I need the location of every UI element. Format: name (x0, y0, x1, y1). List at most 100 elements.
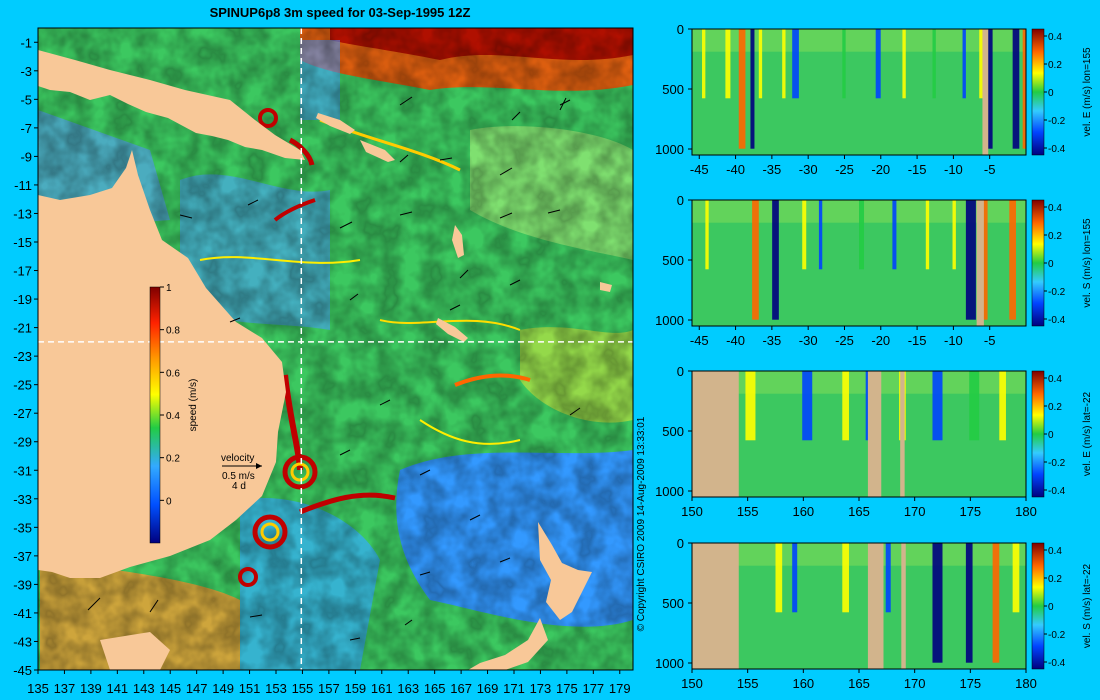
velocity-legend-arrowhead (256, 463, 262, 469)
section-colorbar-label: vel. E (m/s) lat=-22 (1082, 391, 1093, 476)
map-x-tick-label: 159 (344, 681, 366, 696)
section-land (901, 543, 906, 669)
map-colorbar: 1 0.8 0.6 0.4 0.2 0 speed (m/s) (149, 283, 199, 544)
map-x-tick-label: 175 (556, 681, 578, 696)
map-y-tick-label: -33 (13, 492, 32, 507)
section-stripe (932, 543, 943, 663)
section-stripe (1022, 29, 1026, 149)
copyright-notice: © Copyright CSIRO 2009 14-Aug-2009 13:33… (636, 416, 647, 631)
section-x-tick-label: -30 (799, 333, 818, 348)
velocity-legend-speed: 0.5 m/s (222, 471, 255, 482)
map-y-tick-label: -39 (13, 577, 32, 592)
section-colorbar-tick-label: -0.4 (1048, 315, 1066, 326)
section-stripe (792, 29, 799, 99)
map-y-tick-label: -7 (20, 121, 32, 136)
section-x-tick-label: 150 (681, 504, 703, 519)
section-x-tick-label: 165 (848, 676, 870, 691)
section-x-tick-label: -5 (984, 162, 996, 177)
section-y-tick-label: 500 (662, 424, 684, 439)
section-colorbar-tick-label: -0.4 (1048, 658, 1066, 669)
section-stripe (965, 200, 976, 320)
map-vectors (87, 96, 581, 641)
section-stripe (965, 543, 973, 663)
section-x-tick-label: -35 (762, 333, 781, 348)
map-colorbar-tick-label: 0 (166, 496, 172, 507)
map-colorbar-tick-label: 0.2 (166, 454, 180, 465)
map-panel: 135 137 139 141 143 145 147 149 151 153 155 157 159 1… (13, 27, 634, 696)
section-stripe (745, 371, 756, 441)
section-stripe (702, 29, 706, 99)
section-stripe (985, 29, 993, 149)
section-colorbar-tick-label: 0 (1048, 88, 1054, 99)
map-colorbar-bar (149, 286, 161, 544)
section-x-tick-label: -40 (726, 162, 745, 177)
map-x-tick-label: 141 (106, 681, 128, 696)
section-x-tick-label: -15 (908, 333, 927, 348)
map-y-tick-label: -25 (13, 378, 32, 393)
section-colorbar-label: vel. S (m/s) lat=-22 (1082, 563, 1093, 648)
section-stripe (818, 200, 823, 270)
section-stripe (1012, 29, 1020, 149)
map-x-ticks: 135 137 139 141 143 145 147 149 151 153 155 157 159 1… (27, 670, 631, 696)
section-panel-4: 150 155 160 165 170 175 180 0 500 1000 0.4 0.2 0 -0.2… (655, 536, 1093, 691)
map-y-tick-label: -31 (13, 463, 32, 478)
map-y-tick-label: -3 (20, 64, 32, 79)
section-colorbar-label: vel. E (m/s) lon=155 (1082, 47, 1093, 137)
section-surface-wash (692, 543, 1026, 566)
map-land (38, 50, 612, 670)
map-y-tick-label: -21 (13, 321, 32, 336)
section-x-tick-label: 170 (904, 676, 926, 691)
section-x-tick-label: 155 (737, 676, 759, 691)
section-stripe (738, 29, 746, 149)
section-y-tick-label: 500 (662, 82, 684, 97)
map-x-tick-label: 153 (265, 681, 287, 696)
section-x-tick-label: -25 (835, 333, 854, 348)
section-panels: -45 -40 -35 -30 -25 -20 -15 -10 -5 0 500 1000 0.4 0.2… (655, 22, 1093, 691)
map-y-tick-label: -15 (13, 235, 32, 250)
map-x-tick-label: 161 (371, 681, 393, 696)
section-colorbar-tick-label: 0 (1048, 259, 1054, 270)
section-stripe (932, 371, 943, 441)
section-surface-wash (692, 29, 1026, 52)
map-y-tick-label: -5 (20, 92, 32, 107)
section-panel-2: -45 -40 -35 -30 -25 -20 -15 -10 -5 0 500 1000 0.4 0.2… (655, 193, 1093, 348)
section-x-tick-label: -30 (799, 162, 818, 177)
velocity-legend-title: velocity (221, 453, 254, 464)
velocity-legend-duration: 4 d (232, 481, 246, 492)
section-x-tick-label: -20 (871, 333, 890, 348)
map-y-ticks: -1 -3 -5 -7 -9 -11 -13 -15 -17 -19 -21 -23 -25 -27 -29… (13, 35, 38, 678)
section-frame (691, 28, 1027, 156)
land-tasmania (100, 632, 170, 670)
map-colorbar-tick-label: 1 (166, 283, 172, 294)
section-colorbar-tick-label: 0.4 (1048, 203, 1062, 214)
section-y-tick-label: 1000 (655, 142, 684, 157)
section-colorbar-tick-label: 0.2 (1048, 60, 1062, 71)
section-land (982, 29, 989, 155)
section-stripe (969, 371, 980, 441)
map-y-tick-label: -45 (13, 663, 32, 678)
section-x-tick-label: 175 (959, 504, 981, 519)
land-nz-north (538, 522, 592, 620)
section-x-tick-label: -5 (984, 333, 996, 348)
map-x-tick-label: 137 (54, 681, 76, 696)
map-x-tick-label: 149 (212, 681, 234, 696)
section-stripe (802, 200, 807, 270)
section-stripe (802, 371, 813, 441)
section-x-tick-label: -45 (690, 333, 709, 348)
section-y-tick-label: 0 (677, 22, 684, 37)
section-y-tick-label: 1000 (655, 656, 684, 671)
section-x-tick-label: 175 (959, 676, 981, 691)
section-stripe (725, 29, 731, 99)
section-x-tick-label: 165 (848, 504, 870, 519)
map-x-tick-label: 169 (477, 681, 499, 696)
section-x-tick-label: -45 (690, 162, 709, 177)
section-y-tick-label: 1000 (655, 313, 684, 328)
section-stripe (705, 200, 709, 270)
section-stripe (892, 200, 897, 270)
section-frame (691, 199, 1027, 327)
section-colorbar-tick-label: -0.2 (1048, 287, 1066, 298)
section-stripe (772, 200, 779, 320)
section-stripe (952, 200, 956, 270)
section-land (867, 543, 884, 669)
section-x-tick-label: 160 (792, 676, 814, 691)
